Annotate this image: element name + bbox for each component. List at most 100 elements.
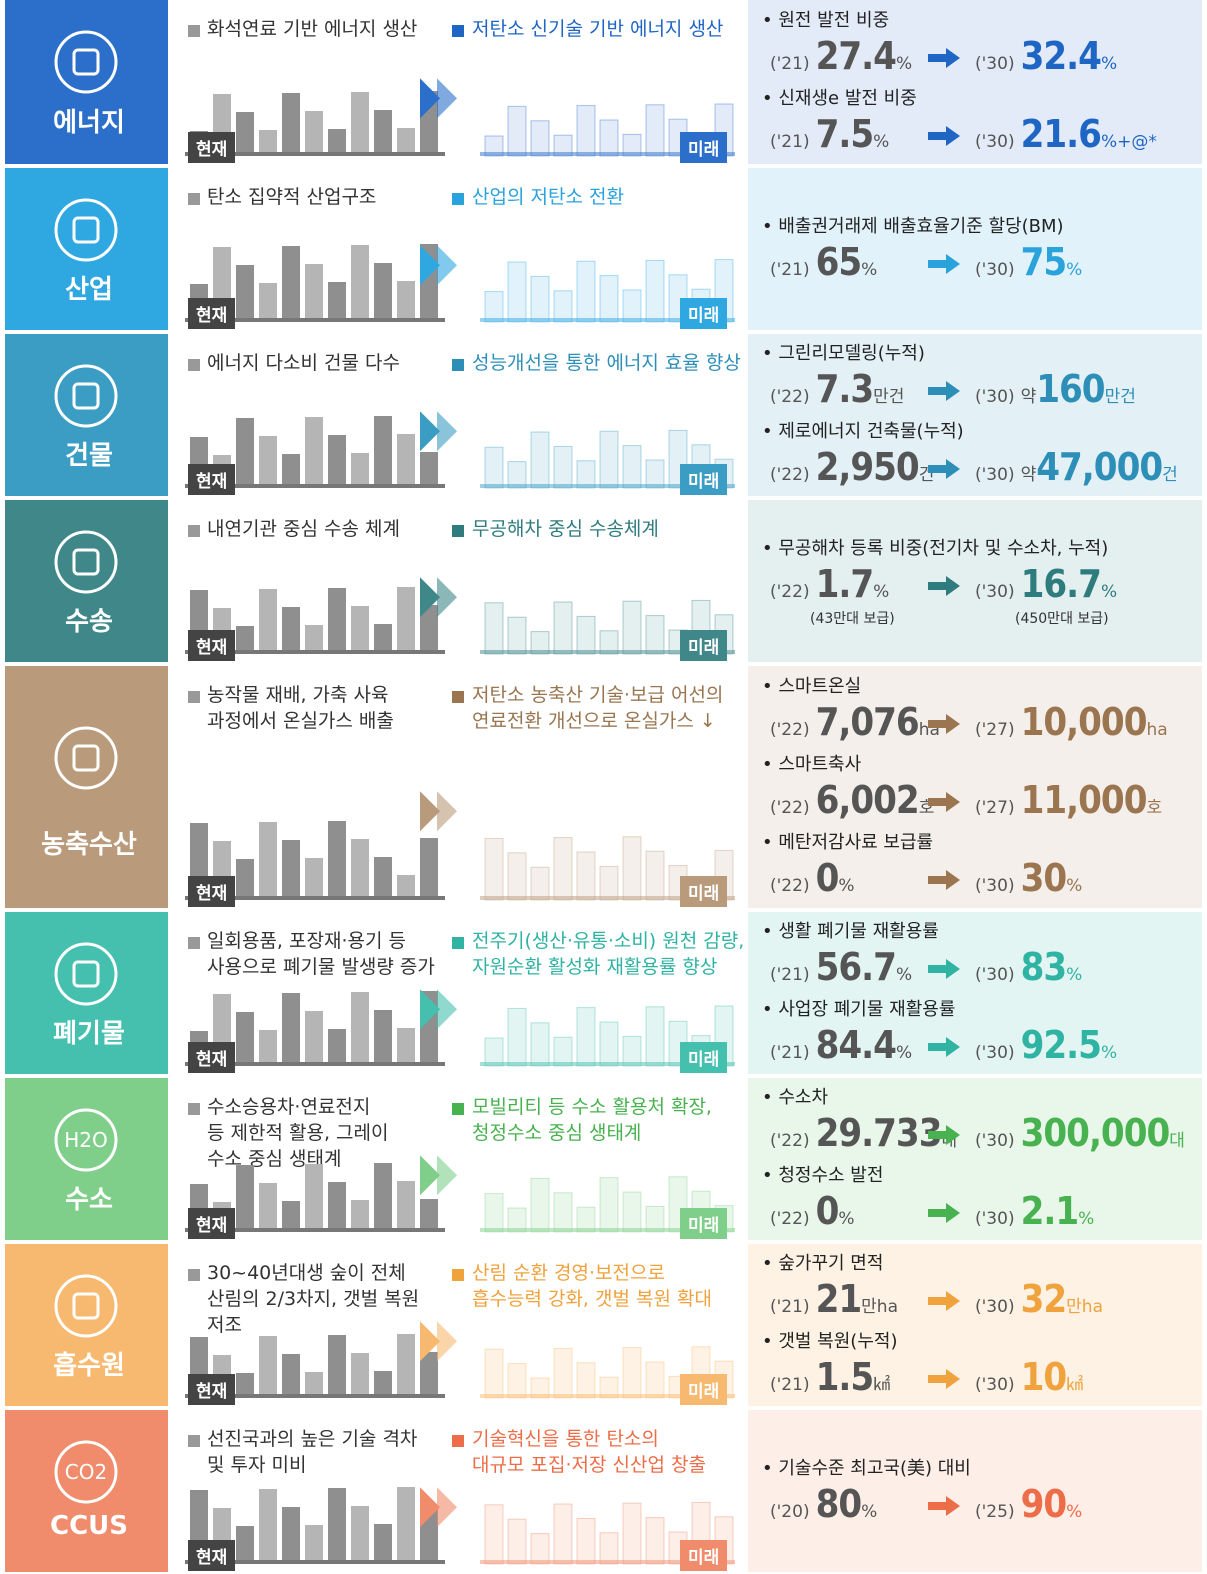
gray-building bbox=[420, 1352, 438, 1398]
stat-label: 제로에너지 건축물(누적) bbox=[762, 417, 963, 443]
ground bbox=[480, 1062, 735, 1066]
future-badge: 미래 bbox=[680, 1042, 728, 1073]
future-text: 자원순환 활성화 재활용률 향상 bbox=[472, 956, 718, 978]
year: ('22) bbox=[770, 798, 810, 818]
chevron bbox=[437, 78, 457, 119]
future-building bbox=[484, 602, 504, 655]
stat-label: 기술수준 최고국(美) 대비 bbox=[762, 1454, 971, 1480]
gray-building bbox=[305, 111, 323, 156]
future-building bbox=[576, 615, 596, 655]
future-building bbox=[622, 1191, 642, 1233]
gray-building bbox=[374, 857, 392, 900]
sector-row: 흡수원 30~40년대생 숲이 전체 산림의 2/3차지, 갯벌 복원 저조 산림 순환… bbox=[0, 1244, 1207, 1406]
gray-building bbox=[305, 858, 323, 900]
value: 2.1 bbox=[1020, 1189, 1080, 1233]
chevron bbox=[437, 1321, 457, 1362]
sector-row: CO2 CCUS 선진국과의 높은 기술 격차 및 투자 미비 기술혁신을 통한 탄소의… bbox=[0, 1410, 1207, 1572]
stat-to: ('30) 약 160 만건 bbox=[975, 367, 1136, 411]
now-badge: 현재 bbox=[188, 876, 236, 907]
arrow bbox=[928, 48, 960, 68]
future-badge: 미래 bbox=[680, 1208, 728, 1239]
now-badge: 현재 bbox=[188, 1540, 236, 1571]
gray-building bbox=[236, 112, 254, 156]
gray-building bbox=[351, 1506, 369, 1564]
bullet-square bbox=[188, 193, 200, 205]
gray-building bbox=[420, 838, 438, 900]
ground bbox=[185, 152, 445, 156]
future-badge: 미래 bbox=[680, 1374, 728, 1405]
year: ('22) bbox=[770, 387, 810, 407]
future-building bbox=[553, 1036, 573, 1067]
arrow-shape bbox=[928, 870, 960, 890]
stat-from: ('22) 0% bbox=[770, 1189, 855, 1233]
arrow bbox=[928, 381, 960, 401]
year: ('21) bbox=[770, 965, 810, 985]
future-building bbox=[484, 291, 504, 323]
future-badge: 미래 bbox=[680, 132, 728, 163]
gray-building bbox=[259, 130, 277, 156]
stat-to: ('30) 75% bbox=[975, 240, 1082, 284]
sector-block: 농축수산 bbox=[5, 666, 168, 908]
arrow-shape bbox=[928, 576, 960, 596]
value: 27.4 bbox=[815, 34, 897, 78]
unit: 대 bbox=[1169, 1131, 1185, 1151]
current-text: 및 투자 미비 bbox=[207, 1454, 307, 1476]
gray-building bbox=[236, 418, 254, 488]
gray-building bbox=[397, 875, 415, 900]
future-building bbox=[576, 1362, 596, 1399]
gray-building bbox=[328, 435, 346, 488]
bullet-square bbox=[452, 193, 464, 205]
value: 1.7 bbox=[815, 562, 875, 606]
bullet-square bbox=[452, 359, 464, 371]
icon-glyph bbox=[72, 48, 100, 76]
future-text: 대규모 포집·저장 신산업 창출 bbox=[472, 1454, 706, 1476]
ground bbox=[185, 896, 445, 900]
gray-building bbox=[420, 1199, 438, 1232]
gray-building bbox=[282, 840, 300, 900]
future-text: 무공해차 중심 수송체계 bbox=[472, 518, 659, 540]
current-text: 내연기관 중심 수송 체계 bbox=[207, 518, 400, 540]
stat-label: 원전 발전 비중 bbox=[762, 6, 889, 32]
future-text: 흡수능력 강화, 갯벌 복원 확대 bbox=[472, 1288, 712, 1310]
future-building bbox=[599, 275, 619, 323]
stat-to: ('30) 16.7% bbox=[975, 562, 1117, 606]
icon-text: CO2 bbox=[65, 1460, 107, 1484]
unit: ㎢ bbox=[873, 1375, 891, 1395]
future-building bbox=[576, 1517, 596, 1565]
unit: % bbox=[861, 260, 878, 280]
stat-from: ('21) 7.5% bbox=[770, 112, 889, 156]
year: ('22) bbox=[770, 582, 810, 602]
future-text: 전주기(생산·유통·소비) 원천 감량, bbox=[472, 930, 745, 952]
year: ('22) bbox=[770, 465, 810, 485]
ground bbox=[185, 650, 445, 654]
value: 32 bbox=[1020, 1277, 1068, 1321]
value: 92.5 bbox=[1020, 1023, 1102, 1067]
value: 0 bbox=[815, 1189, 840, 1233]
future-building bbox=[599, 1532, 619, 1565]
future-building bbox=[484, 1193, 504, 1233]
arrow bbox=[928, 870, 960, 890]
stats-panel: 배출권거래제 배출효율기준 할당(BM)('21)65%('30)75% bbox=[748, 168, 1202, 330]
gray-building bbox=[328, 1335, 346, 1398]
stat-to: ('30) 300,000 대 bbox=[975, 1111, 1185, 1155]
future-building bbox=[553, 837, 573, 901]
stat-to: ('30) 10 ㎢ bbox=[975, 1355, 1083, 1399]
future-building bbox=[622, 1035, 642, 1067]
gray-building bbox=[374, 110, 392, 156]
gray-building bbox=[397, 1487, 415, 1564]
gray-building bbox=[351, 92, 369, 156]
illustration bbox=[185, 1155, 735, 1233]
value: 10 bbox=[1020, 1355, 1068, 1399]
year: ('21) bbox=[770, 1375, 810, 1395]
value: 16.7 bbox=[1020, 562, 1102, 606]
gray-building bbox=[351, 1200, 369, 1232]
icon-glyph bbox=[72, 548, 100, 576]
value: 10,000 bbox=[1020, 700, 1148, 744]
unit: 호 bbox=[1146, 798, 1163, 818]
future-badge: 미래 bbox=[680, 1540, 728, 1571]
arrow-shape bbox=[928, 459, 960, 479]
arrow bbox=[928, 126, 960, 146]
future-building bbox=[645, 850, 665, 901]
gray-building bbox=[351, 839, 369, 900]
